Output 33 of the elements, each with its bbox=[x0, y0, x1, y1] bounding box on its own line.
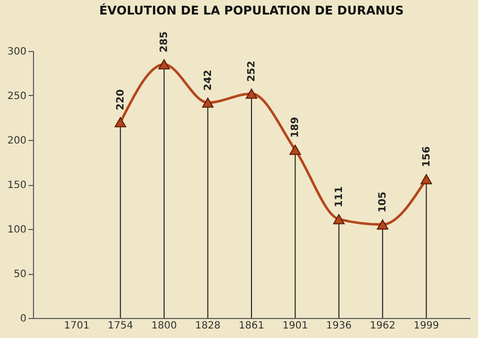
x-tick-label: 1901 bbox=[282, 320, 308, 332]
data-label: 285 bbox=[159, 31, 170, 52]
point bbox=[246, 88, 258, 99]
point bbox=[420, 174, 432, 184]
y-tick-label: 300 bbox=[7, 46, 26, 58]
y-tick-label: 100 bbox=[7, 224, 26, 236]
y-tick-label: 250 bbox=[7, 91, 26, 102]
x-tick-label: 1828 bbox=[195, 320, 221, 332]
data-label: 111 bbox=[334, 186, 345, 208]
point bbox=[289, 144, 301, 155]
point bbox=[114, 117, 126, 128]
data-label: 189 bbox=[290, 116, 302, 138]
x-tick-label: 1701 bbox=[64, 320, 90, 332]
data-label: 220 bbox=[115, 89, 126, 110]
y-tick-label: 0 bbox=[20, 314, 26, 324]
data-label: 156 bbox=[421, 146, 432, 168]
x-tick-label: 1754 bbox=[108, 320, 134, 332]
data-label: 105 bbox=[378, 192, 389, 213]
y-tick-label: 200 bbox=[7, 136, 26, 146]
point bbox=[158, 59, 170, 70]
point bbox=[376, 220, 388, 230]
data-label: 252 bbox=[246, 60, 258, 82]
point bbox=[202, 98, 214, 108]
y-tick-label: 50 bbox=[14, 269, 26, 280]
chart-title: ÉVOLUTION DE LA POPULATION DE DURANUS bbox=[99, 2, 404, 18]
y-tick-label: 150 bbox=[7, 180, 26, 191]
x-tick-label: 1962 bbox=[370, 320, 396, 332]
x-tick-label: 1936 bbox=[326, 320, 352, 332]
x-tick-label: 1861 bbox=[238, 320, 264, 332]
data-label: 242 bbox=[202, 70, 214, 91]
point bbox=[333, 214, 345, 224]
x-tick-label: 1999 bbox=[414, 320, 440, 332]
x-tick-label: 1800 bbox=[151, 320, 177, 332]
